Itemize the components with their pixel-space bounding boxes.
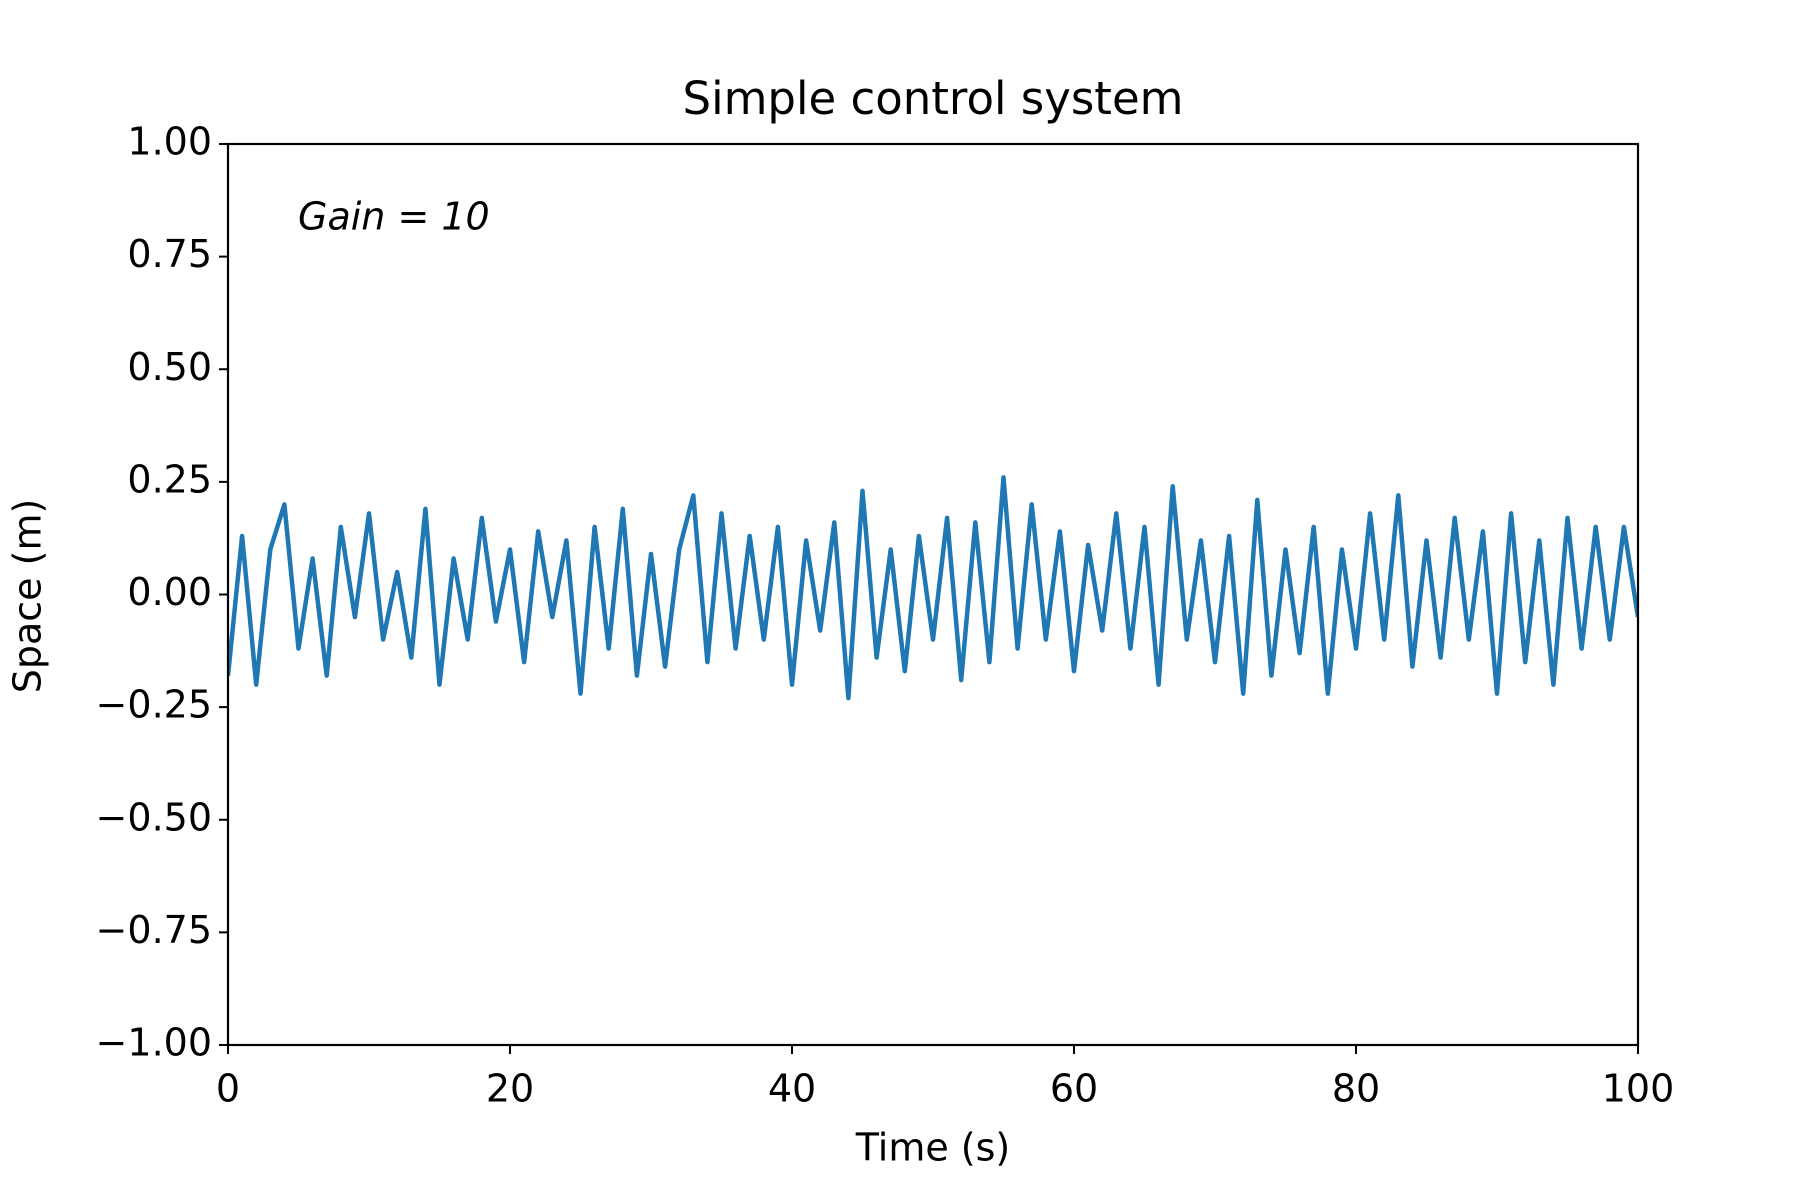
y-tick-label: 0.50	[127, 345, 212, 389]
annotation: Gain = 10	[298, 195, 490, 239]
y-axis-label: Space (m)	[6, 499, 50, 694]
y-tick-label: −0.50	[96, 795, 212, 839]
x-tick-label: 0	[216, 1067, 240, 1111]
y-tick-label: −0.25	[96, 683, 212, 727]
y-tick-label: −0.75	[96, 908, 212, 952]
y-tick-label: −1.00	[96, 1021, 212, 1065]
x-axis-label: Time (s)	[855, 1126, 1011, 1170]
x-tick-label: 100	[1602, 1067, 1675, 1111]
y-tick-label: 0.75	[127, 232, 212, 276]
y-tick-label: 1.00	[127, 120, 212, 164]
y-tick-label: 0.25	[127, 457, 212, 501]
x-tick-label: 20	[486, 1067, 534, 1111]
x-tick-label: 80	[1332, 1067, 1380, 1111]
x-tick-label: 60	[1050, 1067, 1098, 1111]
plot-frame	[226, 142, 1640, 1047]
x-tick-label: 40	[768, 1067, 816, 1111]
y-tick-label: 0.00	[127, 570, 212, 614]
chart-title: Simple control system	[683, 72, 1184, 125]
data-line	[228, 475, 1638, 701]
